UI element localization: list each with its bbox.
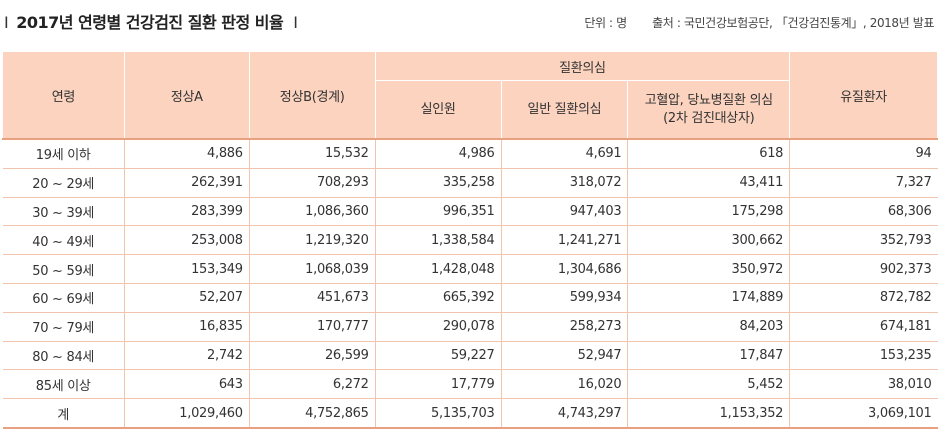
unit-label: 단위 : 명 [584, 16, 627, 30]
cell-general: 258,273 [500, 312, 628, 342]
header-hypertension-suspect: 고혈압, 당뇨병질환 의심 (2차 검진대상자) [627, 80, 791, 139]
cell-normal-a: 52,207 [123, 283, 250, 313]
cell-general: 318,072 [500, 168, 628, 198]
header-patients: 유질환자 [789, 52, 938, 139]
cell-normal-a: 643 [123, 369, 250, 400]
cell-patients: 7,327 [789, 168, 938, 198]
cell-age: 계 [2, 398, 125, 429]
cell-hypertension: 350,972 [627, 254, 790, 284]
cell-age: 30 ~ 39세 [2, 197, 125, 227]
cell-age: 19세 이하 [2, 137, 125, 169]
cell-normal-b: 451,673 [248, 283, 376, 313]
table-row: 70 ~ 79세 16,835 170,777 290,078 258,273 84,20… [2, 312, 938, 342]
cell-age: 80 ~ 84세 [2, 341, 125, 371]
header-realinwon: 실인원 [374, 80, 502, 139]
title-text: 2017년 연령별 건강검진 질환 판정 비율 [16, 13, 284, 32]
cell-normal-b: 4,752,865 [248, 398, 376, 429]
cell-patients: 38,010 [789, 369, 938, 400]
cell-age: 40 ~ 49세 [2, 225, 125, 256]
cell-realinwon: 290,078 [374, 312, 501, 342]
cell-general: 1,241,271 [500, 225, 628, 256]
cell-normal-a: 153,349 [123, 254, 250, 284]
table-row: 19세 이하 4,886 15,532 4,986 4,691 618 94 [2, 137, 938, 169]
cell-age: 20 ~ 29세 [2, 168, 125, 198]
cell-patients: 68,306 [789, 197, 938, 227]
cell-hypertension: 17,847 [627, 341, 790, 371]
cell-realinwon: 665,392 [374, 283, 501, 313]
cell-patients: 872,782 [789, 283, 938, 313]
table-row: 30 ~ 39세 283,399 1,086,360 996,351 947,403 17… [2, 197, 938, 227]
cell-normal-b: 6,272 [248, 369, 376, 400]
cell-normal-b: 1,219,320 [248, 225, 376, 256]
header-general-suspect: 일반 질환의심 [500, 80, 629, 139]
cell-normal-b: 1,068,039 [248, 254, 376, 284]
table-row: 40 ~ 49세 253,008 1,219,320 1,338,584 1,241,2… [2, 225, 938, 256]
cell-realinwon: 1,338,584 [374, 225, 501, 256]
cell-age: 85세 이상 [2, 369, 125, 400]
source-label: 출처 : 국민건강보험공단, 「건강검진통계」, 2018년 발표 [652, 16, 934, 30]
cell-realinwon: 1,428,048 [374, 254, 501, 284]
cell-normal-b: 170,777 [248, 312, 376, 342]
cell-normal-b: 1,086,360 [248, 197, 376, 227]
cell-general: 52,947 [500, 341, 628, 371]
title-bar-left: I [4, 13, 9, 32]
cell-normal-a: 262,391 [123, 168, 250, 198]
cell-hypertension: 618 [627, 137, 790, 169]
cell-realinwon: 335,258 [374, 168, 501, 198]
cell-hypertension: 175,298 [627, 197, 790, 227]
table-row: 60 ~ 69세 52,207 451,673 665,392 599,934 174,8… [2, 283, 938, 313]
header-normal-b: 정상B(경계) [248, 52, 376, 139]
cell-general: 4,691 [500, 137, 628, 169]
table-header: 연령 정상A 정상B(경계) 질환의심 유질환자 실인원 일반 질환의심 고혈압… [2, 52, 938, 139]
page-header: I 2017년 연령별 건강검진 질환 판정 비율 I 단위 : 명 출처 : 국민… [0, 0, 940, 52]
cell-general: 16,020 [500, 369, 628, 400]
cell-hypertension: 1,153,352 [627, 398, 790, 429]
cell-normal-b: 708,293 [248, 168, 376, 198]
table-body: 19세 이하 4,886 15,532 4,986 4,691 618 94 20 ~ 29세… [2, 137, 938, 429]
header-suspect-group: 질환의심 [374, 52, 791, 81]
cell-patients: 674,181 [789, 312, 938, 342]
cell-realinwon: 4,986 [374, 137, 501, 169]
page-title: I 2017년 연령별 건강검진 질환 판정 비율 I [4, 9, 298, 33]
cell-general: 1,304,686 [500, 254, 628, 284]
cell-patients: 352,793 [789, 225, 938, 256]
cell-age: 50 ~ 59세 [2, 254, 125, 284]
cell-patients: 94 [789, 137, 938, 169]
table-row: 85세 이상 643 6,272 17,779 16,020 5,452 38,010 [2, 369, 938, 400]
cell-hypertension: 84,203 [627, 312, 790, 342]
table-row: 50 ~ 59세 153,349 1,068,039 1,428,048 1,304,6… [2, 254, 938, 284]
cell-hypertension: 5,452 [627, 369, 790, 400]
table-row: 20 ~ 29세 262,391 708,293 335,258 318,072 43,4… [2, 168, 938, 198]
cell-normal-a: 16,835 [123, 312, 250, 342]
cell-realinwon: 59,227 [374, 341, 501, 371]
cell-general: 947,403 [500, 197, 628, 227]
cell-general: 4,743,297 [500, 398, 628, 429]
cell-normal-a: 1,029,460 [123, 398, 250, 429]
cell-realinwon: 17,779 [374, 369, 501, 400]
title-bar-right: I [293, 13, 298, 32]
cell-hypertension: 300,662 [627, 225, 790, 256]
cell-age: 70 ~ 79세 [2, 312, 125, 342]
cell-hypertension: 174,889 [627, 283, 790, 313]
header-age: 연령 [2, 52, 125, 139]
cell-patients: 902,373 [789, 254, 938, 284]
table-row: 80 ~ 84세 2,742 26,599 59,227 52,947 17,847 153… [2, 341, 938, 371]
cell-normal-a: 253,008 [123, 225, 250, 256]
cell-realinwon: 996,351 [374, 197, 501, 227]
table-meta: 단위 : 명 출처 : 국민건강보험공단, 「건강검진통계」, 2018년 발표 [584, 14, 934, 31]
cell-hypertension: 43,411 [627, 168, 790, 198]
cell-normal-a: 4,886 [123, 137, 250, 169]
cell-normal-a: 2,742 [123, 341, 250, 371]
cell-normal-b: 15,532 [248, 137, 376, 169]
cell-realinwon: 5,135,703 [374, 398, 501, 429]
cell-age: 60 ~ 69세 [2, 283, 125, 313]
header-normal-a: 정상A [123, 52, 250, 139]
health-checkup-table: 연령 정상A 정상B(경계) 질환의심 유질환자 실인원 일반 질환의심 고혈압… [2, 52, 938, 429]
cell-patients: 3,069,101 [789, 398, 938, 429]
cell-general: 599,934 [500, 283, 628, 313]
cell-normal-b: 26,599 [248, 341, 376, 371]
table-row: 계 1,029,460 4,752,865 5,135,703 4,743,297 1,1… [2, 398, 938, 429]
cell-patients: 153,235 [789, 341, 938, 371]
cell-normal-a: 283,399 [123, 197, 250, 227]
